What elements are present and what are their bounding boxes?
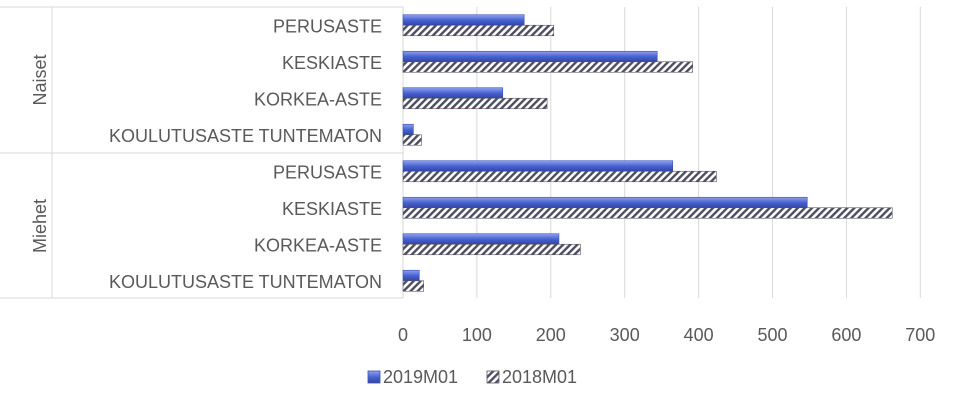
- bar-2018M01: [402, 207, 893, 219]
- bar-2019M01: [402, 269, 420, 282]
- category-label: PERUSASTE: [273, 16, 382, 36]
- legend-label: 2019M01: [383, 367, 458, 387]
- bar-2019M01: [402, 87, 504, 99]
- category-labels: Naiset PERUSASTE KESKIASTE KORKEA-ASTE KOULU…: [30, 16, 382, 292]
- bar-2019M01: [402, 14, 525, 26]
- legend-label: 2018M01: [502, 367, 577, 387]
- x-tick-label: 500: [757, 325, 787, 345]
- bar-2019M01: [402, 196, 808, 209]
- x-tick-label: 600: [831, 325, 861, 345]
- bar-2019M01: [402, 123, 414, 136]
- bar-2018M01: [402, 280, 424, 292]
- legend-swatch: [367, 370, 381, 384]
- x-tick-label: 100: [462, 325, 492, 345]
- legend-swatch: [486, 370, 500, 384]
- bars: [402, 14, 893, 292]
- legend: 2019M01 2018M01: [367, 367, 577, 387]
- bar-2018M01: [402, 24, 555, 37]
- category-label: KESKIASTE: [282, 53, 382, 73]
- bar-2018M01: [402, 134, 422, 146]
- category-label: PERUSASTE: [273, 162, 382, 182]
- x-tick-label: 300: [610, 325, 640, 345]
- x-axis-ticks: 0 100 200 300 400 500 600 700: [398, 325, 935, 345]
- bar-2019M01: [402, 160, 674, 172]
- bar-2018M01: [402, 243, 581, 256]
- bar-2018M01: [402, 97, 548, 110]
- x-tick-label: 700: [905, 325, 935, 345]
- category-label: KORKEA-ASTE: [254, 235, 382, 255]
- category-label: KESKIASTE: [282, 199, 382, 219]
- bar-2019M01: [402, 233, 560, 245]
- bar-2018M01: [402, 61, 693, 73]
- group-label: Naiset: [30, 54, 50, 105]
- group-label: Miehet: [30, 199, 50, 253]
- category-label: KOULUTUSASTE TUNTEMATON: [109, 272, 382, 292]
- category-label: KORKEA-ASTE: [254, 89, 382, 109]
- x-tick-label: 400: [684, 325, 714, 345]
- category-label: KOULUTUSASTE TUNTEMATON: [109, 126, 382, 146]
- x-tick-label: 200: [536, 325, 566, 345]
- x-tick-label: 0: [398, 325, 408, 345]
- bar-2018M01: [402, 170, 717, 183]
- bar-2019M01: [402, 50, 658, 63]
